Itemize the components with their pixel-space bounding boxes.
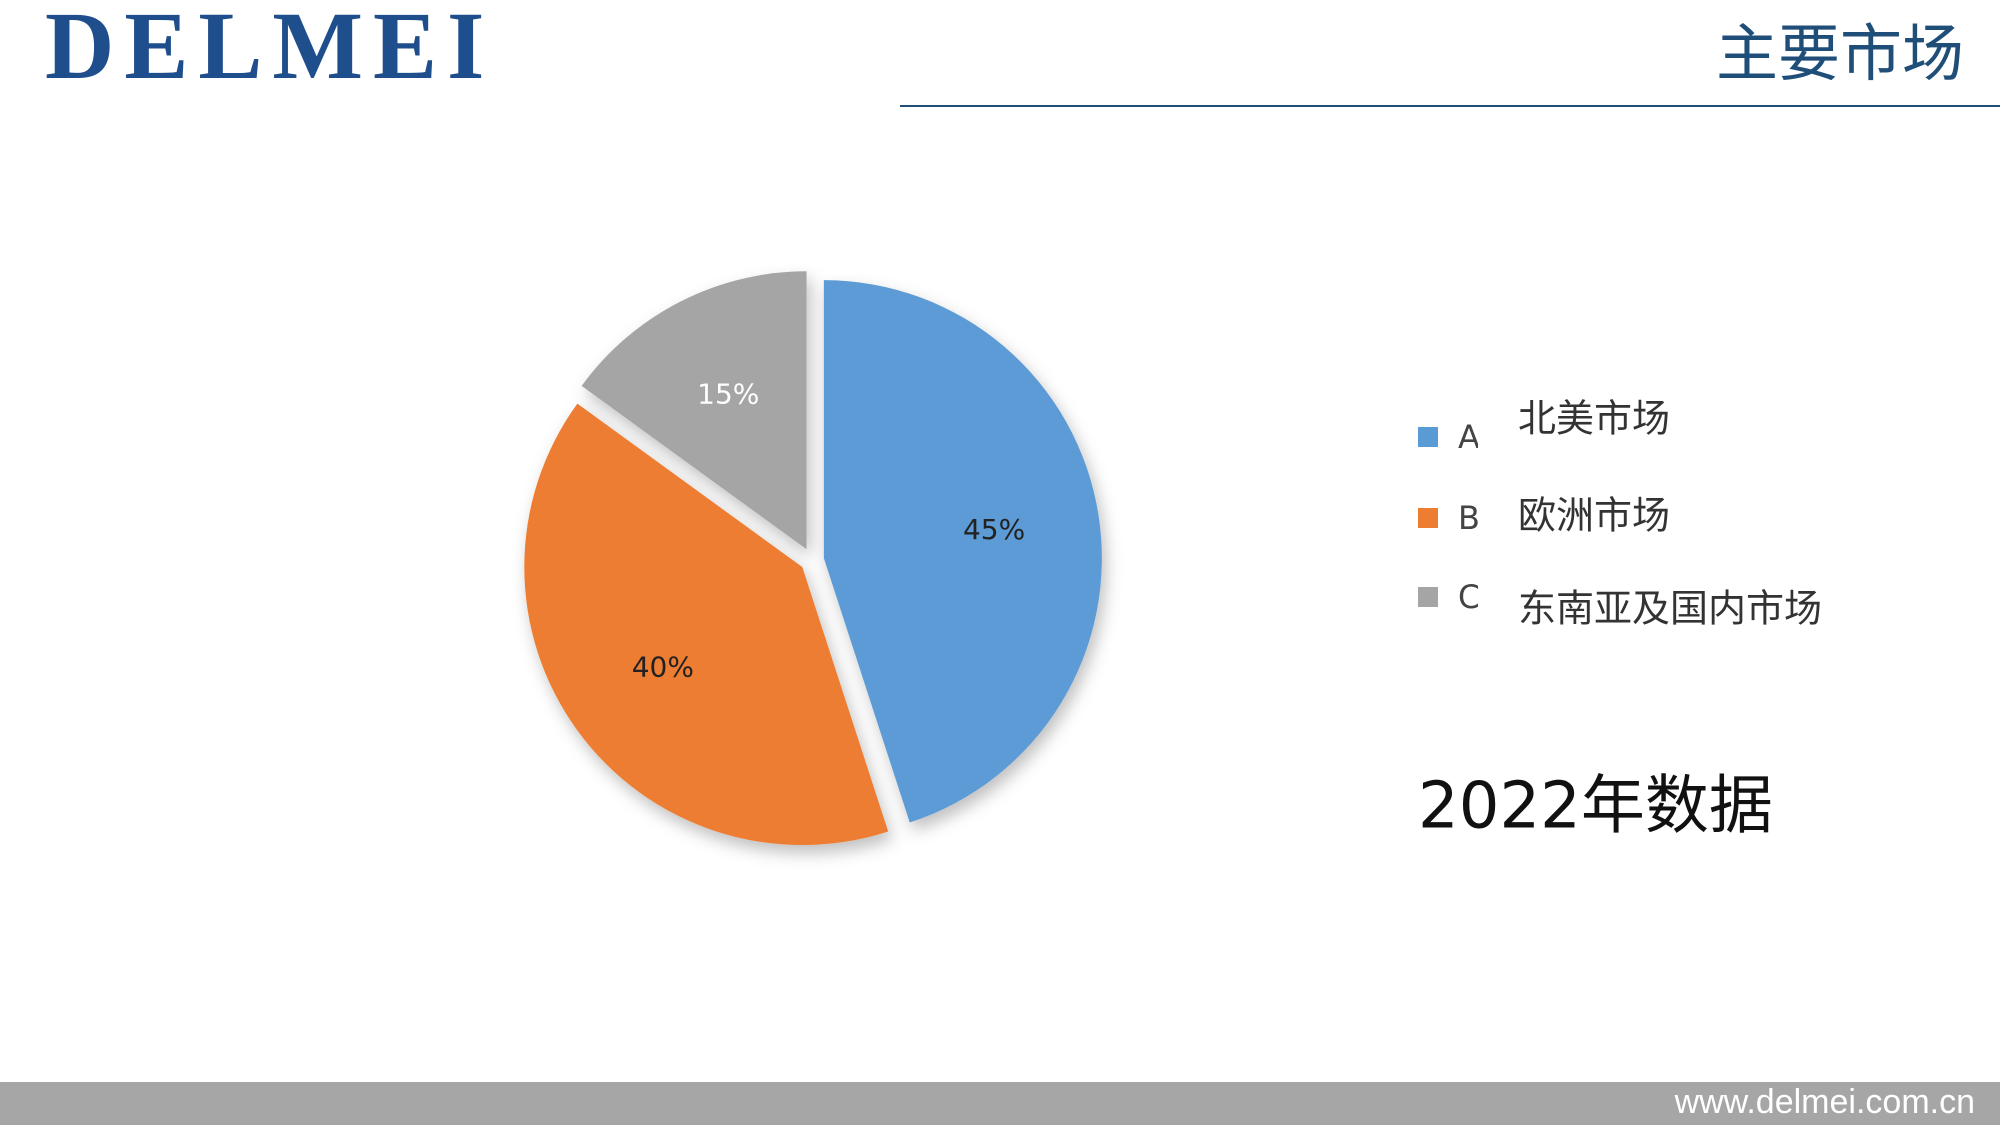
legend-label: B xyxy=(1458,499,1480,537)
slide-title: 主要市场 xyxy=(1716,17,1964,90)
label-box xyxy=(1478,567,1878,627)
legend-swatch xyxy=(1418,587,1438,607)
footer-bar xyxy=(0,1082,2000,1125)
label-box xyxy=(1478,488,1878,548)
data-label: 15% xyxy=(697,378,759,411)
logo: DELMEI xyxy=(45,0,494,99)
year-note: 2022年数据 xyxy=(1418,770,1773,844)
pie-slice xyxy=(823,280,1102,823)
legend-swatch xyxy=(1418,508,1438,528)
legend-swatch xyxy=(1418,427,1438,447)
data-label: 45% xyxy=(963,513,1025,546)
legend-annotation: 东南亚及国内市场 xyxy=(1518,587,1822,631)
pie-slice xyxy=(524,403,889,846)
footer-url: www.delmei.com.cn xyxy=(1674,1083,1975,1121)
pie xyxy=(524,271,1102,846)
legend-annotation: 欧洲市场 xyxy=(1518,494,1670,538)
legend-label: C xyxy=(1458,578,1480,616)
pie-slice xyxy=(581,271,807,550)
legend-label: A xyxy=(1458,418,1480,456)
legend-annotation: 北美市场 xyxy=(1518,397,1670,441)
label-box xyxy=(1478,407,1878,467)
data-label: 40% xyxy=(632,650,694,683)
